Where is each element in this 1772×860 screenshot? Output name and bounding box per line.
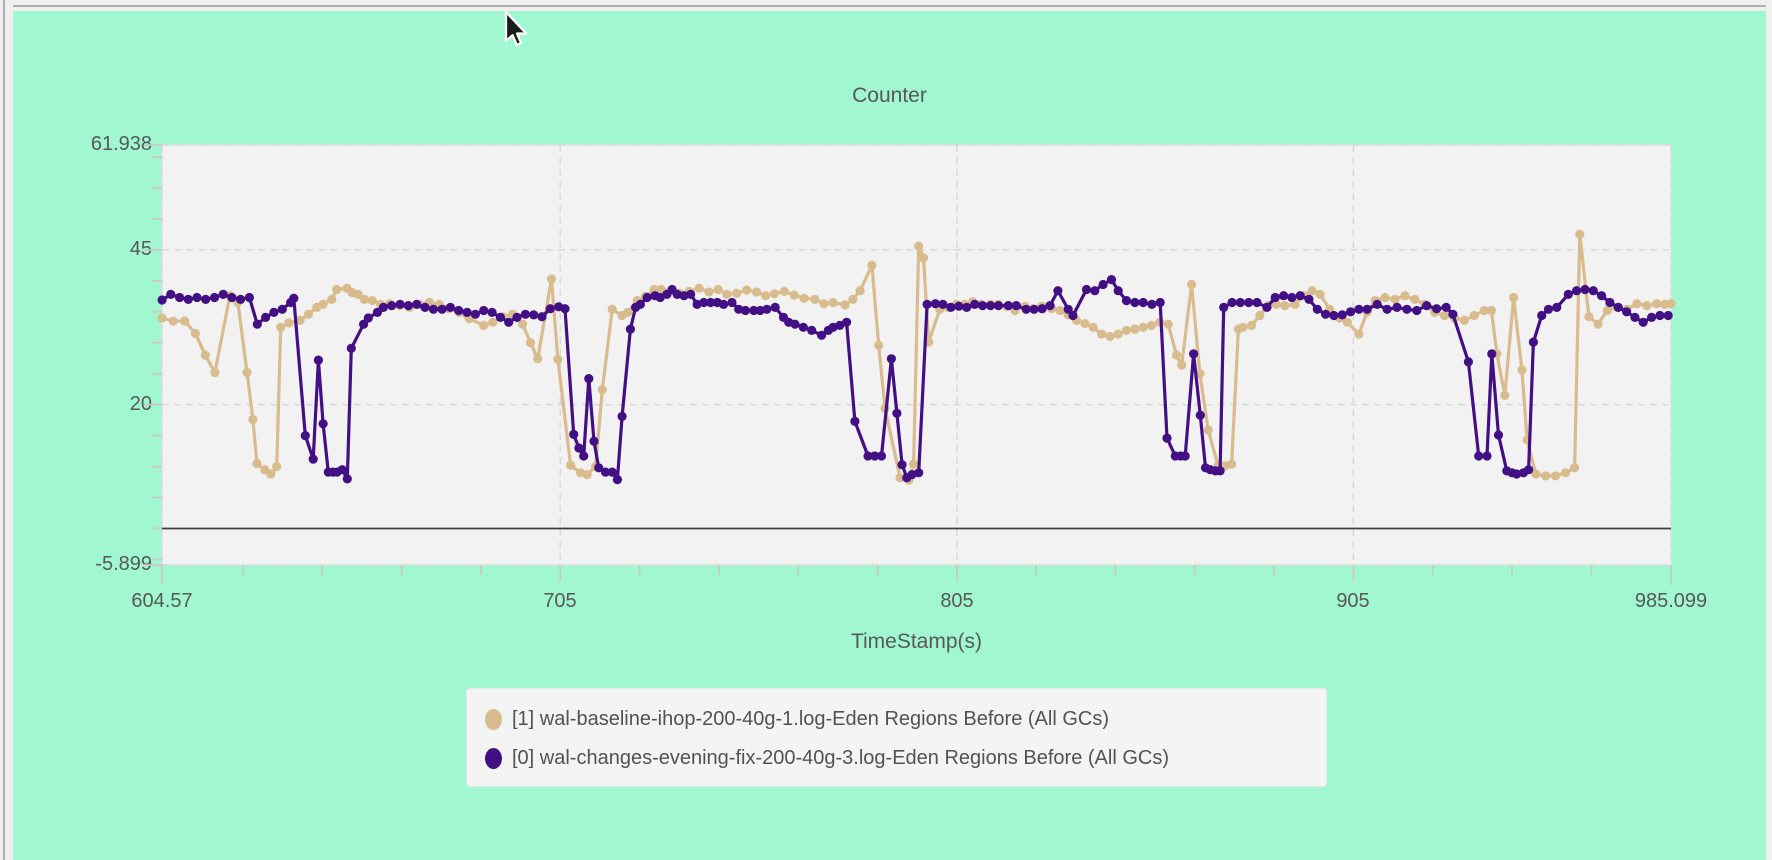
legend-item-baseline[interactable]: [1] wal-baseline-ihop-200-40g-1.log-Eden… (485, 700, 1326, 739)
x-tick-label-min: 604.57 (131, 590, 193, 612)
chart-title: Counter (852, 84, 927, 107)
x-tick-label-max: 985.099 (1634, 590, 1708, 612)
window-left-border (0, 0, 13, 860)
x-tick-label-905: 905 (1336, 590, 1370, 612)
y-tick-label-max: 61.938 (90, 133, 152, 155)
x-tick-label-705: 705 (543, 590, 577, 612)
legend-label: [0] wal-changes-evening-fix-200-40g-3.lo… (512, 747, 1169, 769)
y-tick-label-20: 20 (129, 393, 152, 415)
plot-area[interactable] (132, 135, 1722, 600)
vertical-splitter-handle[interactable] (3, 0, 5, 860)
y-tick-label-min: -5.899 (95, 553, 152, 575)
legend-box: [1] wal-baseline-ihop-200-40g-1.log-Eden… (466, 688, 1327, 787)
series-marker-tan-icon (485, 709, 502, 730)
series-marker-purple-icon (485, 748, 502, 769)
x-tick-label-805: 805 (940, 590, 974, 612)
y-tick-label-45: 45 (129, 238, 152, 260)
window-right-border (1766, 0, 1772, 860)
x-axis-title: TimeStamp(s) (850, 630, 983, 653)
window-top-border (0, 0, 1772, 11)
legend-item-changes[interactable]: [0] wal-changes-evening-fix-200-40g-3.lo… (485, 739, 1326, 778)
legend-label: [1] wal-baseline-ihop-200-40g-1.log-Eden… (512, 708, 1109, 730)
horizontal-splitter-handle[interactable] (0, 5, 1772, 7)
